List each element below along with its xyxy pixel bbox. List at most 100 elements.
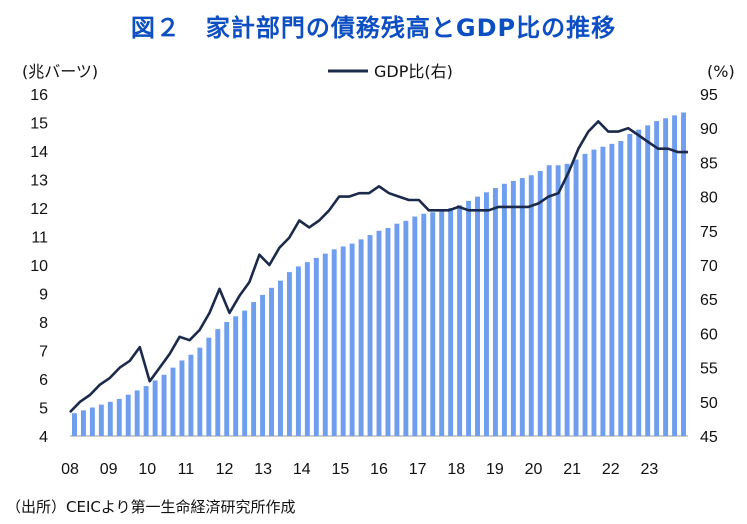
debt-bar <box>681 112 686 437</box>
source-note: （出所）CEICより第一生命経済研究所作成 <box>6 498 296 516</box>
y-left-tick-label: 8 <box>39 315 48 332</box>
x-tick-label: 17 <box>409 461 427 478</box>
debt-bar <box>242 310 248 436</box>
y-right-tick-label: 70 <box>700 258 718 275</box>
y-left-tick-label: 15 <box>30 116 48 133</box>
debt-bar <box>546 165 552 436</box>
debt-bar <box>376 230 382 436</box>
x-tick-label: 09 <box>100 461 118 478</box>
debt-bar <box>573 159 579 437</box>
debt-bar <box>654 121 660 436</box>
debt-bar <box>439 210 445 436</box>
debt-bar <box>672 115 678 436</box>
y-left-tick-label: 4 <box>39 429 48 446</box>
debt-bar <box>80 410 86 436</box>
y-right-tick-label: 50 <box>700 395 718 412</box>
debt-bar <box>161 374 167 436</box>
debt-bar <box>537 170 543 436</box>
debt-bar <box>224 322 230 436</box>
y-right-tick-label: 95 <box>700 87 718 104</box>
y-left-tick-label: 16 <box>30 87 48 104</box>
debt-bar <box>663 118 669 436</box>
debt-bar <box>519 178 525 436</box>
legend-label: GDP比(右) <box>374 62 453 81</box>
debt-bar <box>206 337 212 436</box>
y-right-tick-label: 65 <box>700 292 718 309</box>
y-left-tick-label: 11 <box>31 230 48 247</box>
debt-bar <box>179 360 185 436</box>
x-tick-label: 22 <box>602 461 620 478</box>
debt-bar <box>492 188 498 436</box>
debt-bar <box>233 316 239 436</box>
debt-bar <box>170 367 176 436</box>
debt-bar <box>197 347 203 436</box>
debt-bar <box>72 413 77 436</box>
debt-bar <box>98 404 104 436</box>
y-left-tick-label: 12 <box>30 201 48 218</box>
y-left-tick-label: 6 <box>39 372 48 389</box>
debt-bar <box>286 272 292 436</box>
debt-bar <box>412 216 418 436</box>
debt-bar <box>107 401 113 436</box>
y-right-tick-label: 90 <box>700 121 718 138</box>
y-right-tick-label: 80 <box>700 190 718 207</box>
debt-bar <box>295 266 301 436</box>
debt-bar <box>260 294 266 436</box>
debt-bar <box>645 125 651 436</box>
debt-bar <box>484 192 489 436</box>
debt-bar <box>555 165 561 436</box>
x-tick-label: 11 <box>178 461 195 478</box>
debt-bar <box>215 329 221 436</box>
debt-bar <box>152 380 158 436</box>
debt-bar <box>430 212 436 436</box>
debt-bar <box>125 394 131 436</box>
x-tick-label: 19 <box>486 461 504 478</box>
debt-bar <box>340 246 346 436</box>
debt-bar <box>636 129 642 436</box>
debt-bar <box>466 200 472 436</box>
debt-bar <box>457 205 463 436</box>
right-axis-unit: (%) <box>707 62 735 81</box>
debt-bar <box>188 354 194 436</box>
debt-bar <box>322 253 328 436</box>
debt-bar <box>367 235 373 436</box>
x-tick-label: 20 <box>525 461 543 478</box>
debt-bar <box>304 262 310 436</box>
debt-bar <box>421 213 427 436</box>
debt-bar <box>134 390 140 436</box>
debt-bar <box>349 243 355 436</box>
debt-bar <box>251 302 257 436</box>
debt-bar <box>313 257 319 436</box>
y-right-tick-label: 55 <box>700 361 718 378</box>
x-tick-label: 14 <box>293 461 311 478</box>
x-tick-label: 21 <box>563 461 581 478</box>
debt-bar <box>278 280 283 436</box>
debt-bar <box>358 239 364 436</box>
debt-bar <box>618 141 624 436</box>
debt-bar <box>501 183 507 436</box>
y-right-tick-label: 60 <box>700 326 718 343</box>
debt-bar <box>528 175 534 436</box>
y-left-tick-label: 5 <box>39 401 48 418</box>
debt-bar <box>475 196 480 436</box>
debt-bars <box>72 112 686 437</box>
debt-bar <box>591 149 597 436</box>
debt-bar <box>385 227 391 436</box>
y-left-tick-label: 14 <box>30 144 48 161</box>
debt-bar <box>582 153 588 436</box>
debt-bar <box>564 163 570 436</box>
x-tick-label: 23 <box>640 461 658 478</box>
debt-bar <box>89 407 95 436</box>
legend: GDP比(右) <box>328 62 453 81</box>
debt-bar <box>448 208 454 436</box>
x-tick-label: 10 <box>138 461 156 478</box>
x-tick-label: 16 <box>370 461 388 478</box>
tick-labels: 4567891011121314151645505560657075808590… <box>30 87 718 478</box>
y-right-tick-label: 85 <box>700 155 718 172</box>
debt-bar <box>116 398 122 436</box>
gdp-ratio-polyline <box>69 120 688 414</box>
y-left-tick-label: 10 <box>30 258 48 275</box>
debt-bar <box>403 220 409 436</box>
x-tick-label: 13 <box>254 461 272 478</box>
x-tick-label: 18 <box>447 461 465 478</box>
